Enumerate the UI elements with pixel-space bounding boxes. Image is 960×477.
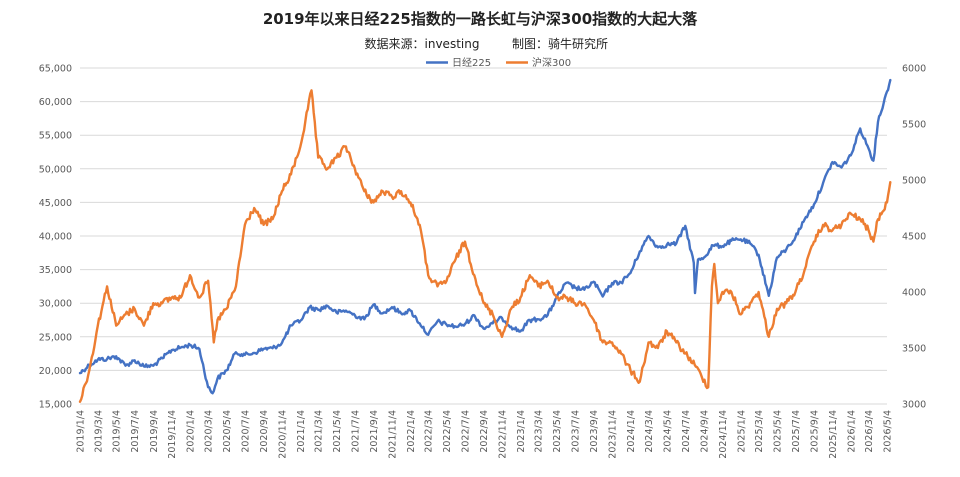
x-tick-label: 2022/3/4 [424,410,435,453]
x-tick-label: 2024/7/4 [681,410,692,453]
left-tick-label: 50,000 [39,164,72,175]
x-tick-label: 2022/9/4 [479,410,490,453]
left-tick-label: 25,000 [39,332,72,343]
right-tick-label: 3000 [902,400,926,411]
x-tick-label: 2019/9/4 [149,410,160,453]
x-tick-label: 2024/1/4 [626,410,637,453]
x-tick-label: 2021/5/4 [332,410,343,453]
x-tick-label: 2021/11/4 [388,410,399,459]
x-tick-label: 2026/3/4 [864,410,875,453]
x-tick-label: 2021/9/4 [369,410,380,453]
x-tick-label: 2020/11/4 [278,410,289,459]
right-tick-label: 5500 [902,120,926,131]
x-tick-label: 2025/5/4 [773,410,784,453]
x-tick-label: 2019/7/4 [130,410,141,453]
left-tick-label: 60,000 [39,97,72,108]
left-axis: 15,000 20,000 25,000 30,000 35,000 40,000 45,0… [39,64,72,411]
chart-title: 2019年以来日经225指数的一路长虹与沪深300指数的大起大落 [263,10,698,28]
x-tick-label: 2026/1/4 [846,410,857,453]
legend: 日经225 沪深300 [426,56,571,69]
x-tick-label: 2026/5/4 [883,410,894,453]
x-tick-label: 2023/7/4 [571,410,582,453]
chart-credit: 制图：骑牛研究所 [512,36,608,51]
right-tick-label: 4500 [902,232,926,243]
x-tick-label: 2019/11/4 [167,410,178,459]
x-tick-label: 2023/5/4 [552,410,563,453]
legend-label: 沪深300 [532,56,571,69]
left-tick-label: 15,000 [39,400,72,411]
x-tick-label: 2022/7/4 [461,410,472,453]
x-tick-label: 2025/3/4 [754,410,765,453]
left-tick-label: 65,000 [39,64,72,75]
x-tick-label: 2024/11/4 [718,410,729,459]
x-tick-label: 2019/5/4 [112,410,123,453]
x-tick-label: 2022/1/4 [406,410,417,453]
x-tick-label: 2020/9/4 [259,410,270,453]
x-tick-label: 2021/3/4 [314,410,325,453]
x-tick-label: 2023/3/4 [534,410,545,453]
x-tick-label: 2025/7/4 [791,410,802,453]
x-tick-label: 2019/3/4 [93,410,104,453]
x-tick-label: 2024/9/4 [700,410,711,453]
x-tick-label: 2021/1/4 [296,410,307,453]
series-line-2 [78,89,892,403]
x-tick-label: 2020/1/4 [186,410,197,453]
x-tick-label: 2022/5/4 [442,410,453,453]
x-tick-label: 2021/7/4 [350,410,361,453]
series-layer [78,78,892,403]
right-tick-label: 3500 [902,344,926,355]
x-tick-label: 2020/3/4 [204,410,215,453]
x-tick-label: 2025/11/4 [828,410,839,459]
left-tick-label: 55,000 [39,131,72,142]
right-tick-label: 5000 [902,176,926,187]
x-tick-label: 2024/5/4 [662,410,673,453]
x-tick-label: 2024/3/4 [644,410,655,453]
left-tick-label: 45,000 [39,198,72,209]
right-tick-label: 6000 [902,64,926,75]
x-tick-label: 2020/5/4 [222,410,233,453]
left-tick-label: 35,000 [39,265,72,276]
chart-source: 数据来源：investing [365,36,480,51]
legend-label: 日经225 [452,56,491,69]
x-tick-label: 2025/9/4 [810,410,821,453]
right-axis: 3000 3500 4000 4500 5000 5500 6000 [902,64,926,411]
left-tick-label: 20,000 [39,366,72,377]
x-tick-label: 2022/11/4 [498,410,509,459]
left-tick-label: 40,000 [39,232,72,243]
left-tick-label: 30,000 [39,299,72,310]
right-tick-label: 4000 [902,288,926,299]
x-tick-label: 2025/1/4 [736,410,747,453]
x-tick-label: 2023/9/4 [589,410,600,453]
x-axis: 2019/1/4 2019/3/4 2019/5/4 2019/7/4 2019/9/4… [76,410,894,459]
x-tick-label: 2019/1/4 [76,410,87,453]
x-tick-label: 2023/11/4 [608,410,619,459]
x-tick-label: 2023/1/4 [516,410,527,453]
series-line-1 [78,78,892,395]
x-tick-label: 2020/7/4 [240,410,251,453]
